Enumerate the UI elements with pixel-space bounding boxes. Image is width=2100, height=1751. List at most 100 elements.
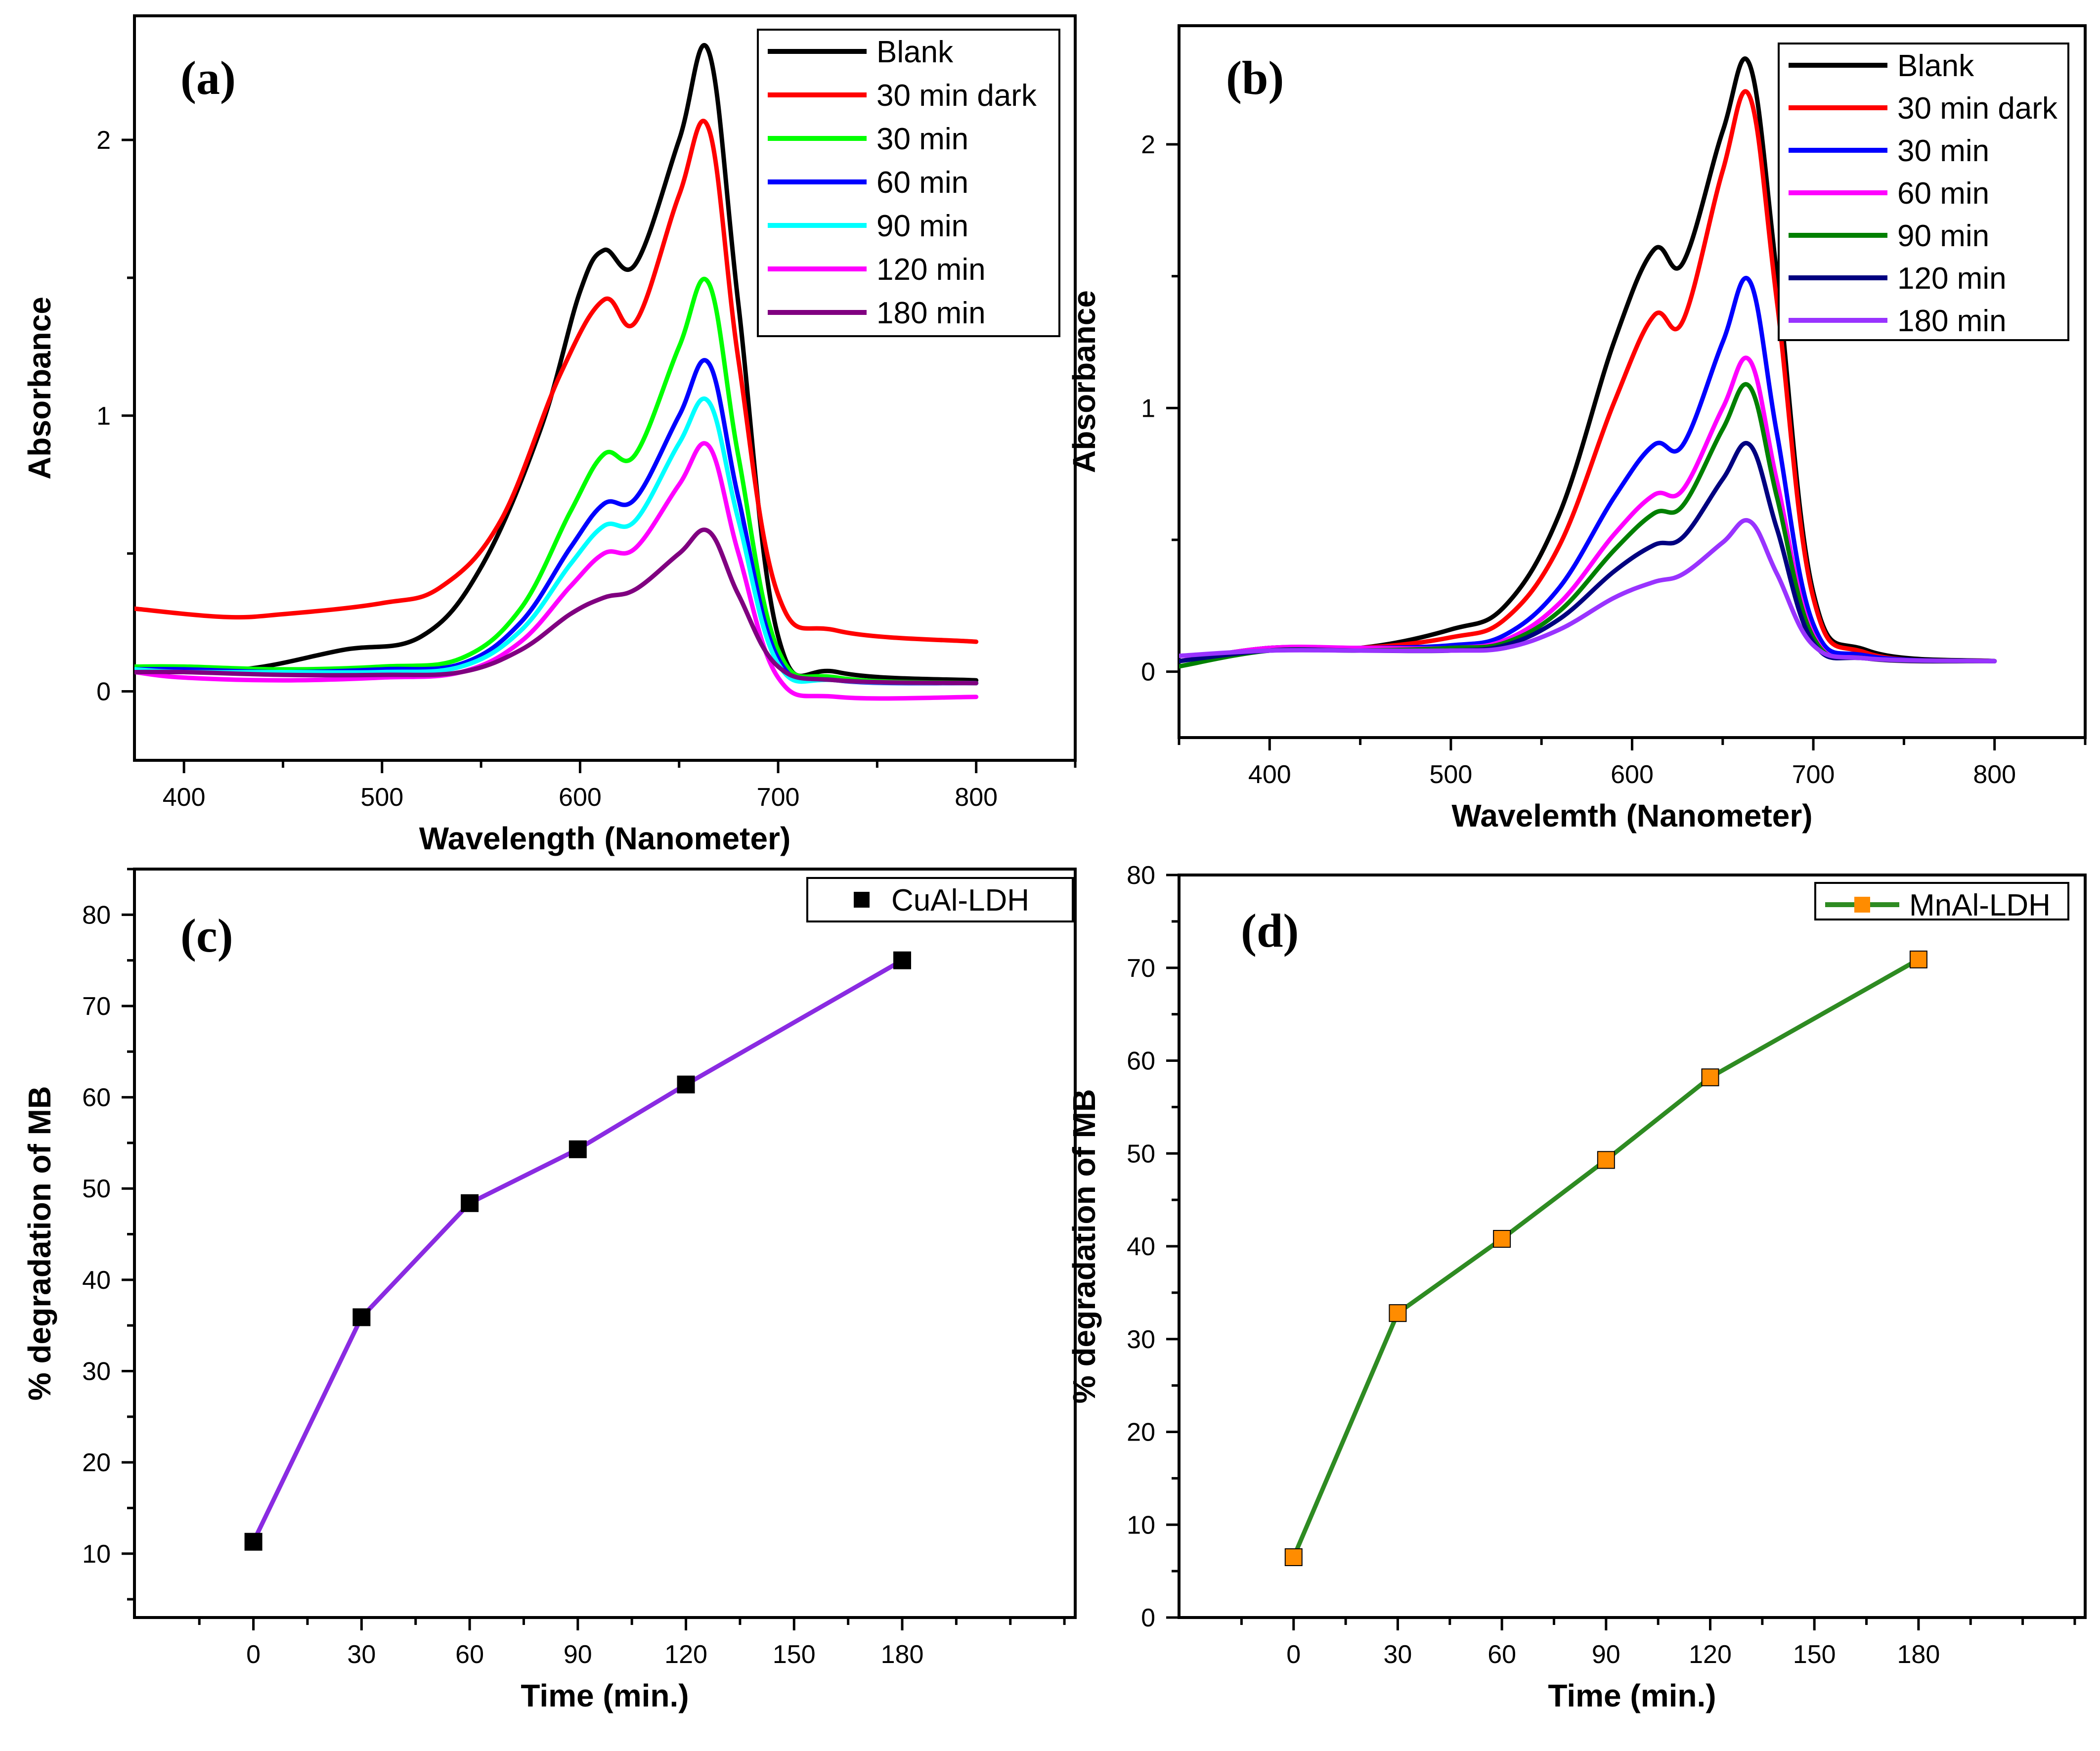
- x-tick-label: 120: [664, 1640, 707, 1669]
- legend-label: 30 min: [1897, 134, 1989, 168]
- legend: Blank 30 min dark 30 min 60 min 90 min 120 mi…: [1778, 43, 2069, 341]
- y-axis-title: Absorbance: [22, 297, 57, 480]
- legend-label: 60 min: [876, 166, 968, 200]
- y-tick-label: 20: [82, 1448, 111, 1477]
- panel-label: (c): [180, 909, 233, 962]
- y-tick-label: 70: [1127, 954, 1155, 983]
- y-tick-label: 80: [82, 901, 111, 929]
- panel-label: (a): [180, 51, 236, 104]
- x-tick-label: 180: [881, 1640, 924, 1669]
- series-line-120-min: [134, 441, 979, 701]
- legend-label: 90 min: [876, 209, 968, 243]
- legend-marker: [1854, 897, 1870, 913]
- x-tick-label: 60: [1488, 1640, 1516, 1669]
- y-tick-label: 0: [1141, 658, 1155, 687]
- x-tick-label: 180: [1897, 1640, 1940, 1669]
- x-tick-label: 400: [163, 783, 206, 812]
- legend-label: MnAl-LDH: [1909, 888, 2051, 922]
- plot-frame: [133, 868, 1077, 1619]
- y-tick-label: 30: [82, 1357, 111, 1386]
- panel-c: 0 30 60 90 120 150 180 10 20 30 40 50 60 70 80 Time (mi…: [22, 868, 1077, 1713]
- data-point-marker: [461, 1194, 479, 1212]
- data-point-marker: [1284, 1548, 1303, 1566]
- y-tick-label: 20: [1127, 1418, 1155, 1447]
- series-line-cual-ldh: [251, 958, 905, 1544]
- legend-label: CuAl-LDH: [891, 883, 1029, 918]
- plot-frame: [133, 14, 1077, 762]
- panel-d: 0 30 60 90 120 150 180 0 10 20 30 40 50 60 70 80 Time (m…: [1066, 861, 2087, 1713]
- x-tick-label: 0: [1286, 1640, 1301, 1669]
- y-tick-label: 70: [82, 992, 111, 1021]
- plot-area: [1284, 950, 1927, 1566]
- x-axis-title: Time (min.): [1548, 1678, 1716, 1713]
- series-line-90-min: [134, 396, 979, 686]
- legend-label: 60 min: [1897, 176, 1989, 211]
- legend-label: 30 min: [876, 122, 968, 156]
- series-line-blank: [134, 43, 979, 683]
- x-axis-title: Wavelength (Nanometer): [419, 821, 791, 856]
- plot-area: [244, 951, 912, 1551]
- y-tick-label: 40: [1127, 1232, 1155, 1261]
- y-tick-label: 60: [82, 1084, 111, 1112]
- data-point-marker: [352, 1308, 371, 1326]
- plot-area: [1179, 56, 1997, 669]
- x-axis-title: Wavelemth (Nanometer): [1451, 798, 1812, 833]
- legend-label: 120 min: [1897, 262, 2007, 296]
- x-tick-label: 600: [559, 783, 602, 812]
- legend-label: 120 min: [876, 253, 986, 287]
- plot-area: [134, 43, 979, 701]
- data-point-marker: [1701, 1068, 1719, 1087]
- y-tick-label: 50: [1127, 1139, 1155, 1168]
- data-point-marker: [569, 1140, 587, 1158]
- series-line-180-min: [134, 527, 979, 686]
- panel-b: 400 500 600 700 800 0 1 2 Wavelemth (Nanometer) A…: [1066, 24, 2087, 833]
- y-tick-label: 1: [96, 402, 111, 431]
- x-tick-label: 800: [1973, 760, 2016, 789]
- legend-label: 30 min dark: [876, 79, 1037, 113]
- x-tick-label: 90: [1592, 1640, 1620, 1669]
- legend-marker: [854, 892, 870, 908]
- legend-label: Blank: [876, 35, 954, 69]
- data-point-marker: [1909, 950, 1927, 968]
- legend: MnAl-LDH: [1814, 882, 2069, 922]
- data-point-marker: [244, 1532, 262, 1551]
- x-tick-label: 90: [564, 1640, 592, 1669]
- y-tick-label: 0: [96, 678, 111, 706]
- legend: CuAl-LDH: [806, 877, 1074, 922]
- series-line-30-min: [134, 276, 979, 686]
- y-tick-label: 60: [1127, 1047, 1155, 1076]
- legend-label: 90 min: [1897, 219, 1989, 253]
- legend-label: 180 min: [1897, 304, 2007, 338]
- legend-label: 30 min dark: [1897, 91, 2058, 126]
- x-tick-label: 700: [757, 783, 800, 812]
- x-tick-label: 0: [246, 1640, 261, 1669]
- y-tick-label: 2: [1141, 131, 1155, 159]
- data-point-marker: [1597, 1151, 1615, 1169]
- x-tick-label: 30: [347, 1640, 376, 1669]
- x-tick-label: 500: [360, 783, 403, 812]
- x-tick-label: 120: [1689, 1640, 1732, 1669]
- x-axis-title: Time (min.): [521, 1678, 689, 1713]
- y-tick-label: 2: [96, 126, 111, 155]
- x-tick-label: 800: [955, 783, 998, 812]
- x-tick-label: 60: [455, 1640, 484, 1669]
- legend-box: [806, 877, 1074, 922]
- x-tick-label: 30: [1384, 1640, 1412, 1669]
- y-axis-title: % degradation of MB: [22, 1086, 57, 1401]
- x-tick-label: 500: [1430, 760, 1473, 789]
- y-tick-label: 1: [1141, 394, 1155, 423]
- y-tick-label: 80: [1127, 861, 1155, 890]
- legend: Blank 30 min dark 30 min 60 min 90 min 120 mi…: [757, 29, 1060, 337]
- series-line-180-min: [1179, 518, 1997, 663]
- panel-label: (b): [1226, 51, 1284, 104]
- legend-label: 180 min: [876, 296, 986, 330]
- y-tick-label: 30: [1127, 1325, 1155, 1354]
- y-tick-label: 40: [82, 1266, 111, 1295]
- y-tick-label: 50: [82, 1175, 111, 1203]
- x-tick-label: 150: [1793, 1640, 1836, 1669]
- panel-a: 400 500 600 700 800 0 1 2 Wavelength (Nanometer)…: [22, 14, 1077, 856]
- y-tick-label: 10: [1127, 1511, 1155, 1539]
- series-line-30-min-dark: [134, 119, 979, 644]
- series-line-30-min-dark: [1179, 89, 1997, 663]
